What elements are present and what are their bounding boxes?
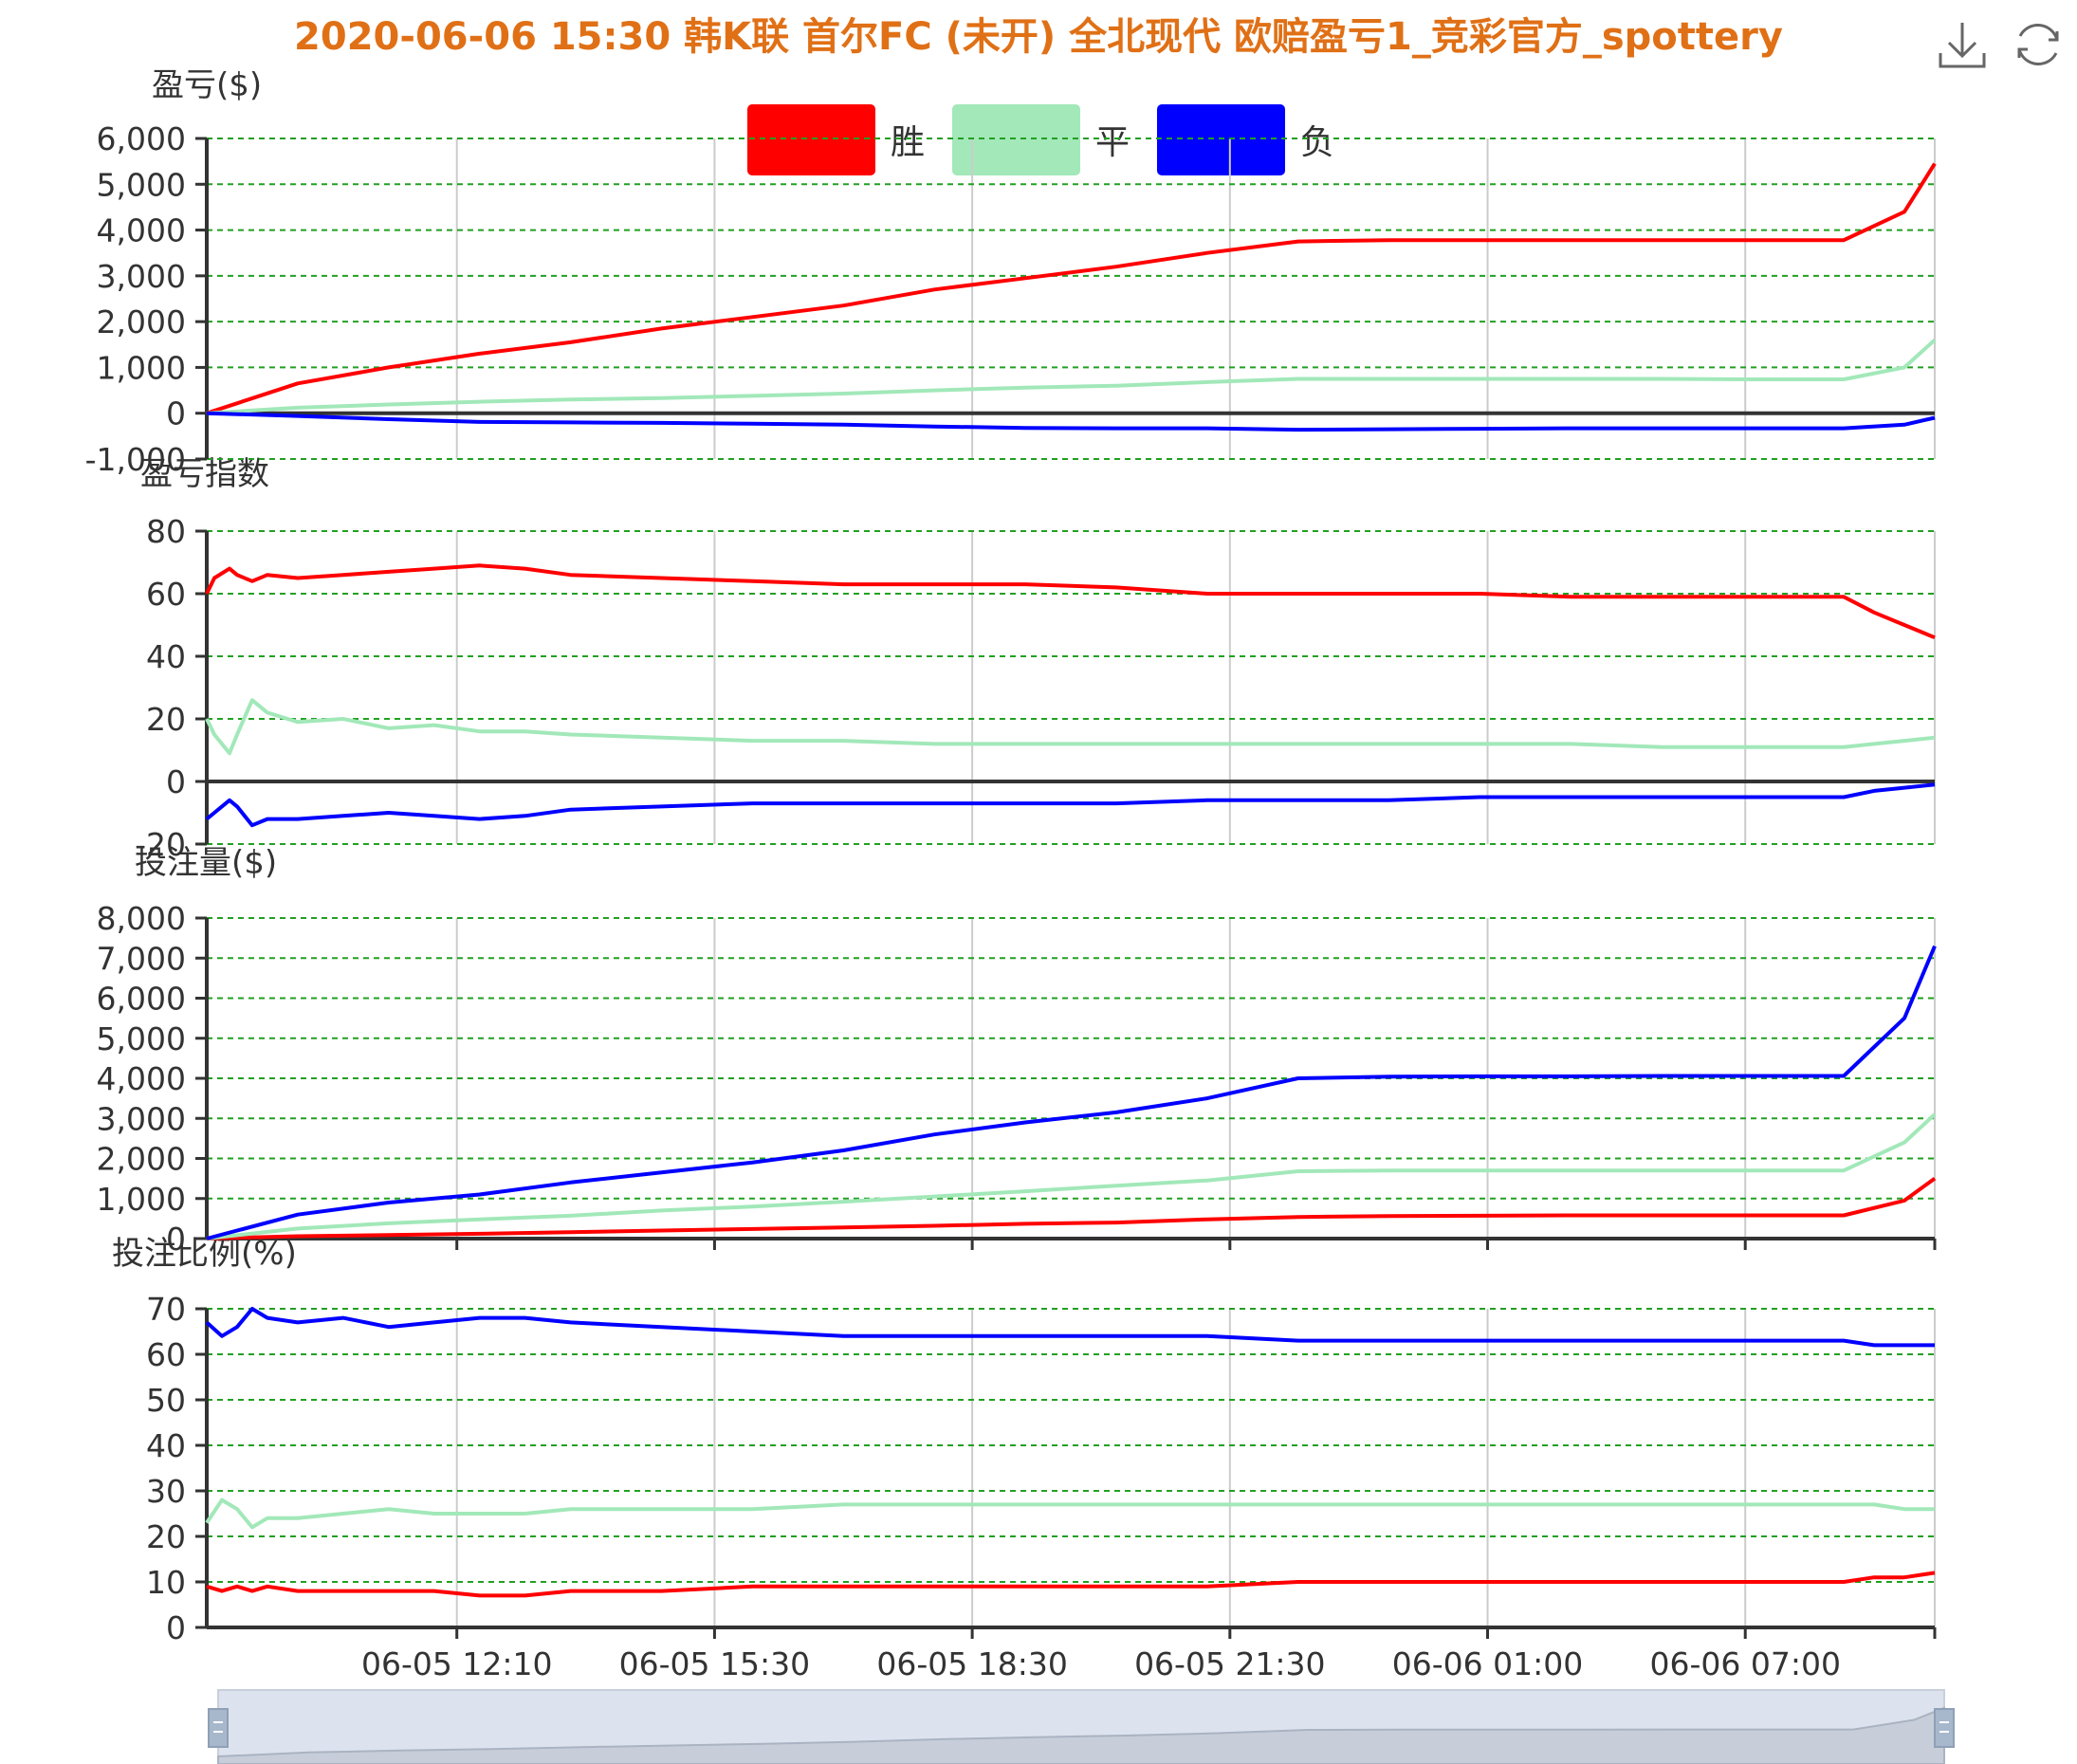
y-tick-label: 30 xyxy=(146,1473,186,1510)
y-tick-label: 60 xyxy=(146,576,186,613)
legend-label-win: 胜 xyxy=(891,123,926,162)
y-tick-label: 4,000 xyxy=(97,212,186,249)
y-tick-label: -1,000 xyxy=(85,441,186,478)
y-tick-label: 1,000 xyxy=(97,349,186,386)
refresh-icon[interactable] xyxy=(2011,17,2066,72)
y-tick-label: 20 xyxy=(146,701,186,738)
zoom-handle-left[interactable] xyxy=(208,1708,229,1748)
series-line-win-p1 xyxy=(206,162,1937,415)
y-tick-label: 0 xyxy=(166,763,186,800)
series-line-lose-p1 xyxy=(206,411,1936,432)
chart-title: 2020-06-06 15:30 韩K联 首尔FC (未开) 全北现代 欧赔盈亏… xyxy=(294,15,1783,59)
y-tick-label: 2,000 xyxy=(97,303,186,340)
y-tick-label: 40 xyxy=(146,638,186,675)
y-tick-label: 0 xyxy=(166,395,186,432)
zoom-slider-preview xyxy=(217,1706,1945,1764)
y-tick-label: 60 xyxy=(146,1336,186,1373)
download-icon[interactable] xyxy=(1935,17,1990,72)
y-tick-label: 5,000 xyxy=(97,1020,186,1057)
series-line-win-p4 xyxy=(206,1571,1936,1598)
y-tick-label: 70 xyxy=(146,1291,186,1328)
ylabel-panel-2: 盈亏指数 xyxy=(140,455,269,493)
y-tick-label: 0 xyxy=(166,1609,186,1646)
y-tick-label: 40 xyxy=(146,1427,186,1464)
x-tick-label: 06-05 21:30 xyxy=(1134,1645,1325,1682)
legend-label-lose: 负 xyxy=(1300,123,1335,162)
x-tick-label: 06-05 18:30 xyxy=(876,1645,1067,1682)
y-tick-label: 3,000 xyxy=(97,1100,186,1137)
y-tick-label: 2,000 xyxy=(97,1141,186,1178)
series-line-draw-p3 xyxy=(206,1112,1937,1240)
zoom-handle-right[interactable] xyxy=(1934,1708,1955,1748)
y-tick-label: 6,000 xyxy=(97,981,186,1018)
x-tick-label: 06-05 15:30 xyxy=(619,1645,810,1682)
x-tick-label: 06-05 12:10 xyxy=(361,1645,552,1682)
y-tick-label: 4,000 xyxy=(97,1060,186,1097)
y-tick-label: 7,000 xyxy=(97,940,186,977)
series-line-lose-p4 xyxy=(205,1307,1935,1348)
series-line-win-p3 xyxy=(206,1176,1937,1240)
x-tick-label: 06-06 01:00 xyxy=(1392,1645,1583,1682)
y-tick-label: 5,000 xyxy=(97,166,186,203)
ylabel-panel-1: 盈亏($) xyxy=(152,66,263,104)
x-tick-label: 06-06 07:00 xyxy=(1649,1645,1840,1682)
series-line-lose-p2 xyxy=(205,782,1936,828)
download-icon-glyph xyxy=(1939,23,1986,68)
y-tick-label: 0 xyxy=(166,1221,186,1258)
legend-label-draw: 平 xyxy=(1095,123,1130,162)
y-tick-label: 1,000 xyxy=(97,1181,186,1218)
series-line-draw-p4 xyxy=(205,1498,1935,1530)
y-tick-label: 80 xyxy=(146,513,186,550)
y-tick-label: 50 xyxy=(146,1382,186,1419)
y-tick-label: 3,000 xyxy=(97,258,186,295)
y-tick-label: 10 xyxy=(146,1564,186,1601)
series-line-draw-p2 xyxy=(205,698,1936,756)
y-tick-label: 6,000 xyxy=(97,120,186,157)
series-line-win-p2 xyxy=(205,563,1936,640)
y-tick-label: 8,000 xyxy=(97,900,186,937)
ylabel-panel-3: 投注量($) xyxy=(135,844,278,882)
refresh-icon-glyph xyxy=(2017,24,2059,65)
series-line-draw-p1 xyxy=(206,339,1937,415)
y-tick-label: 20 xyxy=(146,1518,186,1555)
y-tick-label: -20 xyxy=(135,826,186,863)
series-line-lose-p3 xyxy=(206,945,1937,1240)
ylabel-panel-4: 投注比例(%) xyxy=(112,1235,297,1273)
